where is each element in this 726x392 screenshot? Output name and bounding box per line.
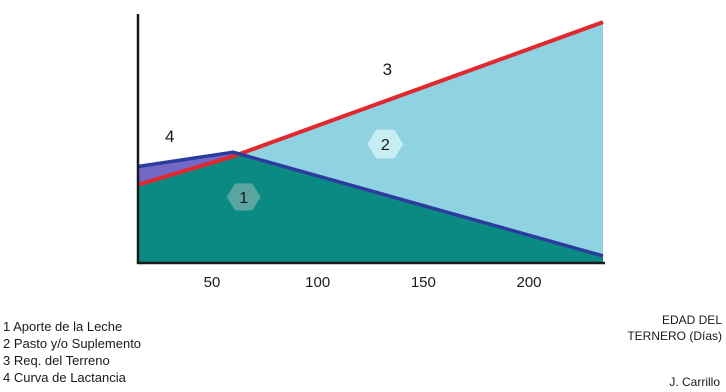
legend: 1 Aporte de la Leche 2 Pasto y/o Supleme… <box>3 318 141 386</box>
x-tick-labels: 50 100 150 200 <box>204 274 542 291</box>
x-tick-50: 50 <box>204 274 221 291</box>
region-label-2: 2 <box>381 137 390 154</box>
region-labels: 1 2 3 4 <box>165 60 404 211</box>
legend-item-4: 4 Curva de Lactancia <box>3 370 126 385</box>
region-2-pasto <box>233 22 603 256</box>
region-label-1: 1 <box>239 190 248 207</box>
x-axis-title: EDAD DEL TERNERO (Días) <box>592 312 722 344</box>
curve-label-3: 3 <box>383 60 392 79</box>
legend-item-3: 3 Req. del Terreno <box>3 353 110 368</box>
x-axis-title-line-1: EDAD DEL <box>661 313 722 327</box>
author-credit: J. Carrillo <box>669 375 720 389</box>
x-axis-title-line-2: TERNERO (Días) <box>627 329 722 343</box>
legend-item-1: 1 Aporte de la Leche <box>3 319 123 334</box>
x-tick-200: 200 <box>517 274 542 291</box>
hexagon-2 <box>367 129 404 159</box>
line-req-terreno <box>137 20 604 187</box>
chart-curves <box>137 20 604 258</box>
region-1-leche <box>138 152 603 262</box>
chart-axes <box>136 14 605 265</box>
legend-item-2: 2 Pasto y/o Suplemento <box>3 336 142 351</box>
hexagon-1 <box>226 183 261 211</box>
x-tick-100: 100 <box>305 274 330 291</box>
line-curva-lactancia <box>137 150 604 258</box>
curve-label-4: 4 <box>165 127 174 146</box>
x-tick-150: 150 <box>411 274 436 291</box>
